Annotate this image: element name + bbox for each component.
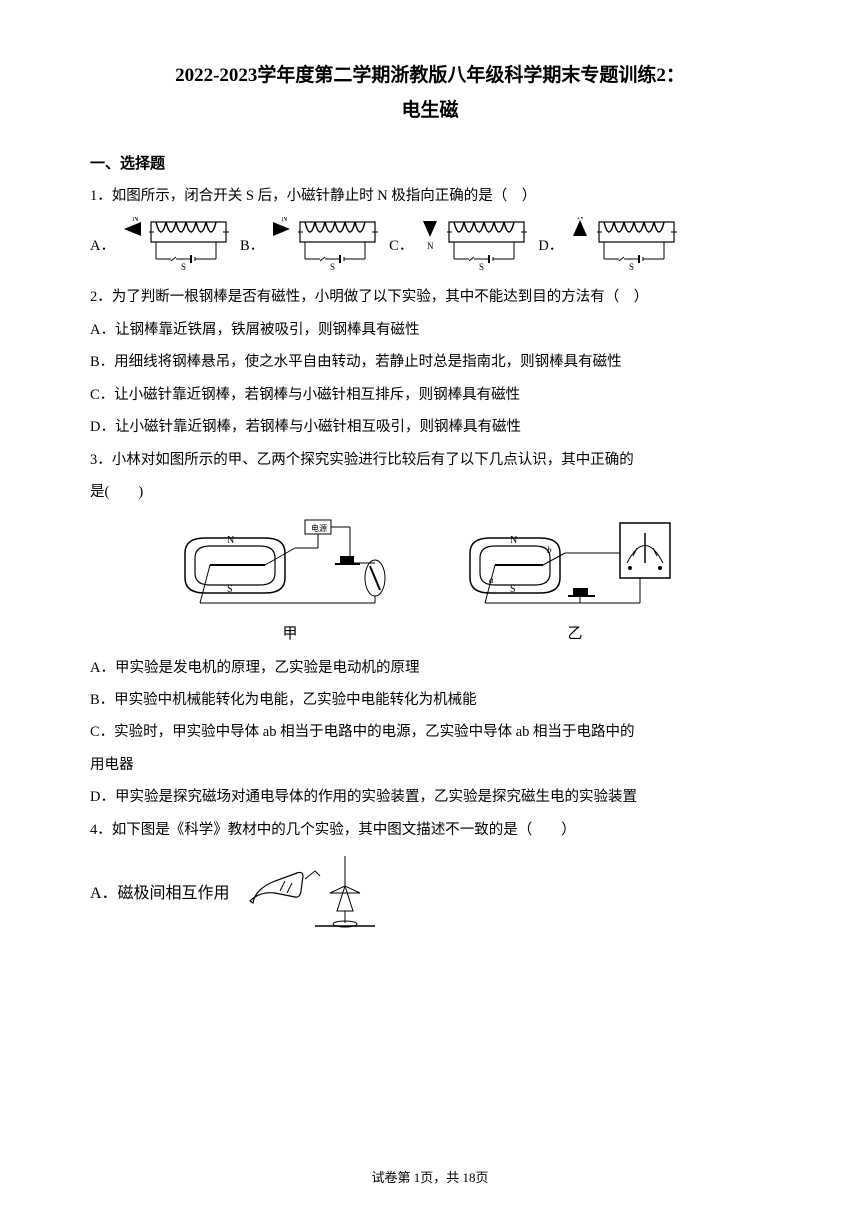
- q3-label-right: 乙: [465, 622, 685, 643]
- q3-option-a: A．甲实验是发电机的原理，乙实验是电动机的原理: [90, 653, 770, 683]
- q3-option-c: C．实验时，甲实验中导体 ab 相当于电路中的电源，乙实验中导体 ab 相当于电…: [90, 717, 770, 747]
- svg-text:电源: 电源: [311, 523, 327, 533]
- svg-text:N: N: [427, 241, 434, 251]
- q4-option-a: A．磁极间相互作用: [90, 879, 230, 903]
- q1-text: 1．如图所示，闭合开关 S 后，小磁针静止时 N 极指向正确的是（ ）: [90, 181, 770, 211]
- solenoid-diagram-c-icon: N S: [419, 217, 534, 272]
- q2-option-b: B．用细线将钢棒悬吊，使之水平自由转动，若静止时总是指南北，则钢棒具有磁性: [90, 347, 770, 377]
- svg-text:S: S: [181, 262, 186, 272]
- svg-text:N: N: [227, 535, 234, 546]
- svg-text:N: N: [281, 217, 288, 223]
- q1-choice-c-label: C．: [389, 234, 413, 255]
- q2-text: 2．为了判断一根钢棒是否有磁性，小明做了以下实验，其中不能达到目的方法有（ ）: [90, 282, 770, 312]
- solenoid-diagram-d-icon: N S: [569, 217, 684, 272]
- q2-option-a: A．让钢棒靠近铁屑，铁屑被吸引，则钢棒具有磁性: [90, 315, 770, 345]
- svg-text:S: S: [330, 262, 335, 272]
- q3-text2: 是( ): [90, 477, 770, 507]
- q1-choice-b-label: B．: [240, 234, 264, 255]
- q3-option-b: B．甲实验中机械能转化为电能，乙实验中电能转化为机械能: [90, 685, 770, 715]
- svg-text:S: S: [629, 262, 634, 272]
- q3-label-left: 甲: [175, 622, 405, 643]
- magnet-interaction-icon: [245, 851, 395, 931]
- q4-option-a-row: A．磁极间相互作用: [90, 851, 770, 931]
- q2-option-c: C．让小磁针靠近钢棒，若钢棒与小磁针相互排斥，则钢棒具有磁性: [90, 380, 770, 410]
- svg-text:S: S: [510, 584, 516, 595]
- q4-text: 4．如下图是《科学》教材中的几个实验，其中图文描述不一致的是（ ）: [90, 815, 770, 845]
- q1-choice-d-label: D．: [538, 234, 563, 255]
- q2-option-d: D．让小磁针靠近钢棒，若钢棒与小磁针相互吸引，则钢棒具有磁性: [90, 412, 770, 442]
- svg-text:b: b: [547, 545, 552, 555]
- q3-option-c2: 用电器: [90, 750, 770, 780]
- svg-text:N: N: [577, 217, 584, 221]
- q3-text: 3．小林对如图所示的甲、乙两个探究实验进行比较后有了以下几点认识，其中正确的: [90, 445, 770, 475]
- svg-text:N: N: [132, 217, 139, 223]
- page-title: 2022-2023学年度第二学期浙教版八年级科学期末专题训练2：: [90, 60, 770, 87]
- solenoid-diagram-a-icon: N S: [121, 217, 236, 272]
- svg-text:N: N: [510, 535, 517, 546]
- q1-choice-a-label: A．: [90, 234, 115, 255]
- q3-diagram-left: 电源 N S 甲: [175, 518, 405, 643]
- generator-experiment-icon: N S a b: [465, 518, 685, 613]
- page-footer: 试卷第 1页，共 18页: [0, 1167, 860, 1186]
- section-header: 一、选择题: [90, 152, 770, 173]
- svg-text:S: S: [479, 262, 484, 272]
- svg-text:S: S: [227, 584, 233, 595]
- q3-diagrams: 电源 N S 甲 N S a b: [90, 518, 770, 643]
- q3-diagram-right: N S a b 乙: [465, 518, 685, 643]
- q1-choices: A． N S B． N S C． N: [90, 217, 770, 272]
- solenoid-diagram-b-icon: N S: [270, 217, 385, 272]
- q3-option-d: D．甲实验是探究磁场对通电导体的作用的实验装置，乙实验是探究磁生电的实验装置: [90, 782, 770, 812]
- page-subtitle: 电生磁: [90, 95, 770, 122]
- motor-experiment-icon: 电源 N S: [175, 518, 405, 613]
